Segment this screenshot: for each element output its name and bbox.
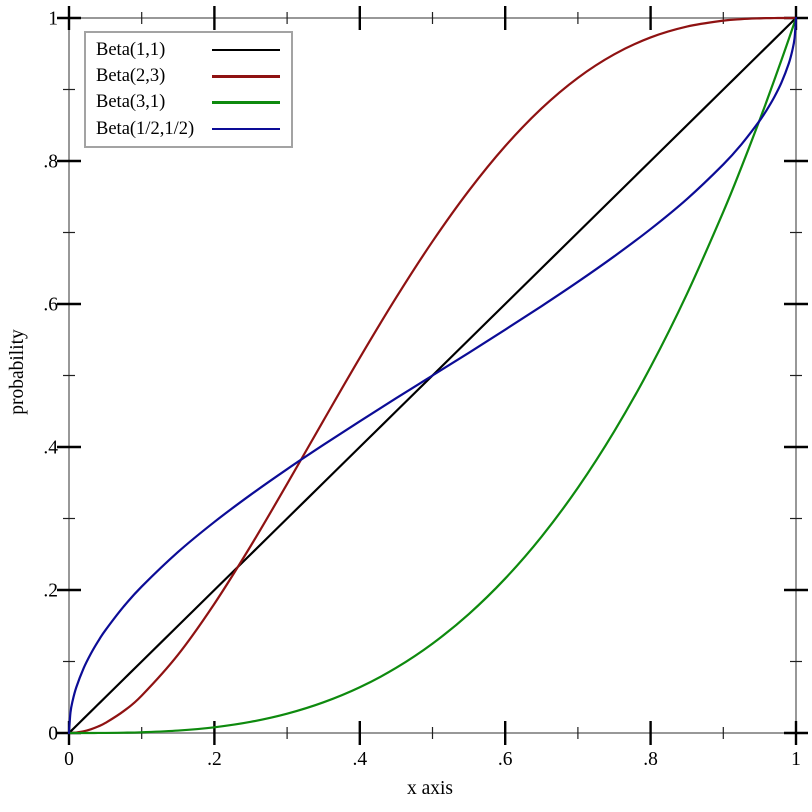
legend-label: Beta(1/2,1/2) (96, 118, 195, 139)
y-tick-label: 0 (48, 724, 58, 745)
legend-label: Beta(3,1) (96, 92, 166, 113)
y-tick-label: .6 (43, 295, 58, 316)
y-tick-label: 1 (48, 9, 58, 30)
x-tick-label: .8 (643, 749, 658, 770)
y-tick-label: .8 (43, 152, 58, 173)
y-tick-label: .2 (43, 581, 58, 602)
legend-item: Beta(2,3) (96, 63, 280, 89)
legend-label: Beta(2,3) (96, 66, 166, 87)
legend-line-swatch (212, 127, 280, 131)
x-tick-label: .2 (207, 749, 222, 770)
x-tick-label: 1 (791, 749, 801, 770)
x-tick-label: .6 (498, 749, 513, 770)
legend-line-swatch (212, 48, 280, 52)
legend-item: Beta(1,1) (96, 37, 280, 63)
legend-line-swatch (212, 75, 280, 78)
curve-beta-3-1 (67, 16, 798, 735)
curve-beta-1-2-1-2 (67, 16, 798, 735)
legend-label: Beta(1,1) (96, 39, 166, 60)
y-tick-label: .4 (43, 438, 58, 459)
y-axis-title: probability (7, 329, 28, 415)
x-tick-label: 0 (64, 749, 74, 770)
x-axis-title: x axis (406, 778, 454, 799)
legend-item: Beta(3,1) (96, 90, 280, 116)
x-tick-label: .4 (352, 749, 367, 770)
legend-item: Beta(1/2,1/2) (96, 116, 280, 142)
curve-beta-2-3 (67, 16, 798, 735)
legend-line-swatch (212, 101, 280, 104)
legend: Beta(1,1) Beta(2,3) Beta(3,1) Beta(1/2,1… (84, 31, 293, 148)
